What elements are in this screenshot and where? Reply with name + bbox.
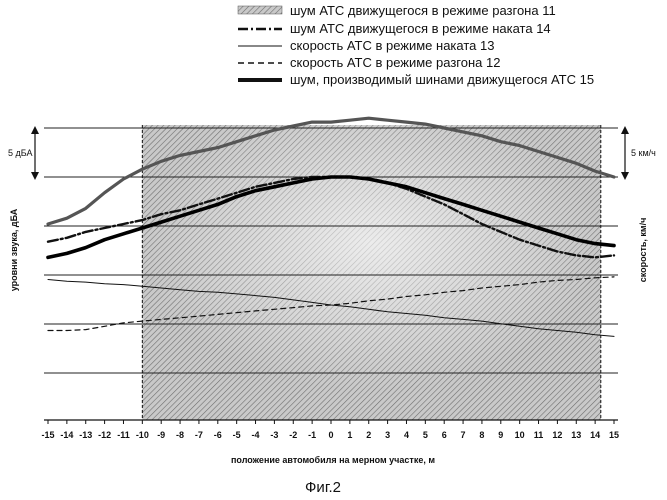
x-tick-label: 15 xyxy=(609,430,619,440)
x-tick-label: 6 xyxy=(442,430,447,440)
x-tick-label: -4 xyxy=(252,430,260,440)
x-tick-label: -3 xyxy=(270,430,278,440)
x-tick-label: -7 xyxy=(195,430,203,440)
x-tick-label: 10 xyxy=(515,430,525,440)
x-tick-label: -12 xyxy=(98,430,111,440)
x-tick-label: -10 xyxy=(136,430,149,440)
legend-label-3: скорость АТС в режиме наката 13 xyxy=(290,38,494,53)
legend-item-4: скорость АТС в режиме разгона 12 xyxy=(238,55,500,70)
x-tick-label: -6 xyxy=(214,430,222,440)
legend-item-2: шум АТС движущегося в режиме наката 14 xyxy=(238,21,551,36)
scale-label-right: 5 км/ч xyxy=(631,148,656,158)
x-tick-label: -11 xyxy=(117,430,130,440)
scale-arrowhead-up-right xyxy=(621,126,629,134)
x-tick-label: -9 xyxy=(157,430,165,440)
x-tick-label: 4 xyxy=(404,430,409,440)
legend-label-1: шум АТС движущегося в режиме разгона 11 xyxy=(290,3,556,18)
x-tick-label: 0 xyxy=(328,430,333,440)
figure-caption: Фиг.2 xyxy=(305,479,341,496)
figure-chart: шум АТС движущегося в режиме разгона 11 … xyxy=(0,0,667,500)
x-tick-label: -5 xyxy=(233,430,241,440)
x-tick-label: 12 xyxy=(552,430,562,440)
x-tick-label: -13 xyxy=(79,430,92,440)
legend-swatch-hatch xyxy=(238,6,282,14)
legend: шум АТС движущегося в режиме разгона 11 … xyxy=(238,3,594,87)
x-tick-label: 11 xyxy=(534,430,544,440)
x-tick-label: -14 xyxy=(60,430,73,440)
shaded-region-glow xyxy=(142,125,600,420)
y-axis-label-left: уровни звука, дБА xyxy=(9,208,19,291)
scale-arrowhead-down-left xyxy=(31,172,39,180)
x-tick-label: 2 xyxy=(366,430,371,440)
x-tick-label: 9 xyxy=(498,430,503,440)
legend-label-5: шум, производимый шинами движущегося АТС… xyxy=(290,72,594,87)
y-axis-label-right: скорость, км/ч xyxy=(638,218,648,283)
x-tick-label: 14 xyxy=(590,430,600,440)
x-tick-label: 7 xyxy=(461,430,466,440)
legend-item-1: шум АТС движущегося в режиме разгона 11 xyxy=(238,3,556,18)
x-tick-label: -1 xyxy=(308,430,316,440)
x-tick-label: 13 xyxy=(571,430,581,440)
scale-arrowhead-up-left xyxy=(31,126,39,134)
legend-label-4: скорость АТС в режиме разгона 12 xyxy=(290,55,500,70)
x-tick-label: 8 xyxy=(479,430,484,440)
legend-label-2: шум АТС движущегося в режиме наката 14 xyxy=(290,21,551,36)
x-tick-label: 1 xyxy=(347,430,352,440)
x-axis-label: положение автомобиля на мерном участке, … xyxy=(231,455,435,465)
scale-label-left: 5 дБА xyxy=(8,148,32,158)
x-tick-label: -15 xyxy=(41,430,54,440)
legend-item-5: шум, производимый шинами движущегося АТС… xyxy=(238,72,594,87)
x-tick-label: 5 xyxy=(423,430,428,440)
scale-marker-right: 5 км/ч xyxy=(621,126,656,180)
x-tick-label: 3 xyxy=(385,430,390,440)
x-tick-label: -2 xyxy=(289,430,297,440)
x-tick-label: -8 xyxy=(176,430,184,440)
scale-marker-left: 5 дБА xyxy=(8,126,39,180)
scale-arrowhead-down-right xyxy=(621,172,629,180)
legend-item-3: скорость АТС в режиме наката 13 xyxy=(238,38,494,53)
x-ticks: -15-14-13-12-11-10-9-8-7-6-5-4-3-2-10123… xyxy=(41,420,619,440)
